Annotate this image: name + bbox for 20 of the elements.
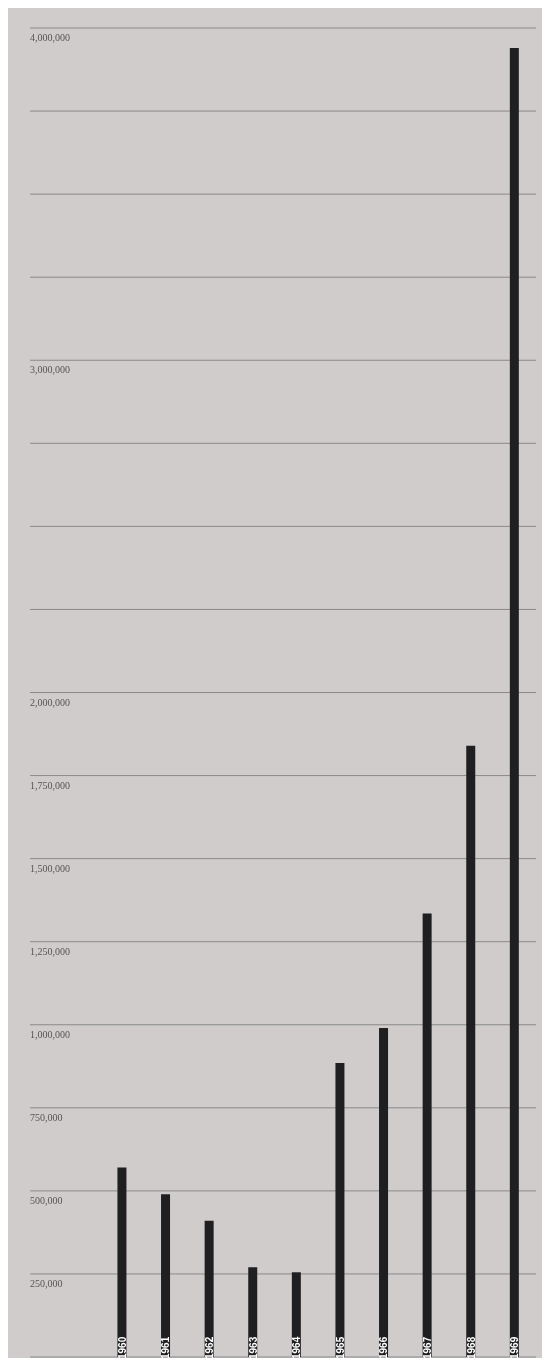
x-tick-label: 1966 <box>378 1336 390 1359</box>
y-tick-label: 1,000,000 <box>30 1028 70 1040</box>
x-tick-label: 1965 <box>334 1336 346 1359</box>
x-tick-label: 1963 <box>247 1336 259 1359</box>
x-tick-label: 1960 <box>116 1336 128 1359</box>
x-tick-label: 1964 <box>291 1336 303 1359</box>
y-tick-label: 2,000,000 <box>30 696 70 708</box>
x-tick-label: 1969 <box>509 1336 521 1359</box>
y-tick-label: 750,000 <box>30 1111 63 1123</box>
x-tick-label: 1961 <box>160 1336 172 1359</box>
y-tick-label: 3,000,000 <box>30 364 70 376</box>
x-tick-label: 1962 <box>204 1336 215 1359</box>
y-tick-label: 500,000 <box>30 1194 63 1206</box>
y-tick-label: 1,500,000 <box>30 862 70 874</box>
y-tick-label: 1,750,000 <box>30 779 70 791</box>
y-tick-label: 1,250,000 <box>30 945 70 957</box>
x-tick-label: 1967 <box>422 1336 433 1359</box>
y-tick-label: 250,000 <box>30 1277 63 1289</box>
x-tick-label: 1968 <box>465 1336 477 1359</box>
y-tick-label: 4,000,000 <box>30 32 70 43</box>
